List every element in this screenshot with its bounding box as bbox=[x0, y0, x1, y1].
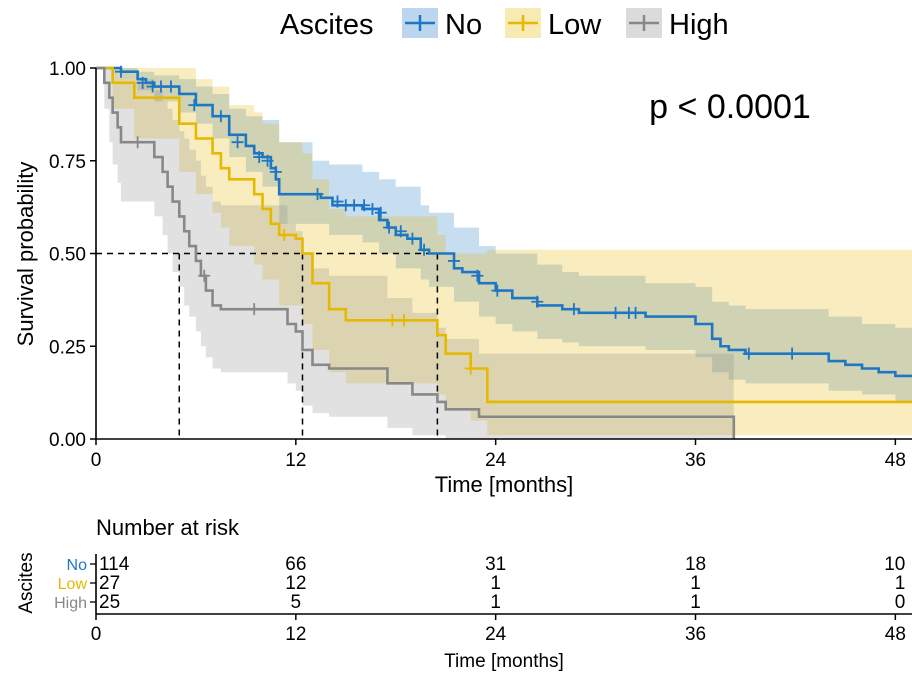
censor-mark-no bbox=[188, 99, 201, 112]
y-tick-label: 0.00 bbox=[49, 430, 86, 451]
risk-cell: 1 bbox=[690, 592, 701, 613]
legend-label: No bbox=[445, 9, 482, 41]
censor-mark-no bbox=[366, 202, 379, 215]
censor-mark-no bbox=[742, 347, 755, 360]
risk-cell: 66 bbox=[285, 554, 306, 575]
survival-curve-low bbox=[96, 66, 912, 404]
risk-row-label-high: High bbox=[54, 595, 87, 612]
x-tick-label: 36 bbox=[685, 450, 706, 471]
confidence-band-high bbox=[96, 68, 734, 439]
censor-mark-no bbox=[629, 306, 642, 319]
censor-mark-low bbox=[278, 228, 291, 241]
legend-item-no: No bbox=[402, 8, 482, 41]
censor-mark-no bbox=[261, 154, 274, 167]
censor-mark-no bbox=[214, 110, 227, 123]
censor-mark-no bbox=[311, 188, 324, 201]
risk-cell: 18 bbox=[685, 554, 706, 575]
y-tick-label: 1.00 bbox=[49, 59, 86, 80]
censor-mark-no bbox=[609, 306, 622, 319]
x-tick-label: 24 bbox=[485, 450, 507, 471]
censor-mark-low bbox=[386, 314, 399, 327]
risk-table-ylabel: Ascites bbox=[16, 552, 37, 613]
risk-x-tick-label: 48 bbox=[885, 624, 906, 645]
confidence-band-no bbox=[96, 68, 912, 402]
censor-mark-no bbox=[418, 243, 431, 256]
risk-cell: 31 bbox=[485, 554, 506, 575]
censor-mark-no bbox=[253, 151, 266, 164]
censor-mark-no bbox=[374, 206, 387, 219]
censor-mark-high bbox=[248, 303, 261, 316]
y-tick-label: 0.25 bbox=[49, 337, 86, 358]
risk-cell: 1 bbox=[895, 573, 906, 594]
risk-x-tick-label: 0 bbox=[91, 624, 102, 645]
x-axis-ticks: 0 12 24 36 48 bbox=[91, 439, 906, 471]
risk-cell: 5 bbox=[291, 592, 302, 613]
risk-cell: 25 bbox=[99, 592, 120, 613]
x-tick-label: 12 bbox=[285, 450, 306, 471]
risk-x-axis-ticks: 0 12 24 36 48 bbox=[91, 614, 906, 645]
risk-cell: 1 bbox=[690, 573, 701, 594]
y-tick-label: 0.50 bbox=[49, 245, 86, 266]
censor-mark-low bbox=[464, 362, 477, 375]
legend-title: Ascites bbox=[280, 9, 373, 41]
risk-cell: 0 bbox=[895, 592, 906, 613]
legend-item-high: High bbox=[626, 8, 729, 41]
legend-label: Low bbox=[548, 9, 602, 41]
censor-mark-no bbox=[331, 195, 344, 208]
x-tick-label: 48 bbox=[885, 450, 906, 471]
confidence-bands bbox=[96, 68, 912, 439]
censor-mark-low bbox=[398, 314, 411, 327]
censor-mark-no bbox=[164, 80, 177, 93]
confidence-band-low bbox=[96, 68, 912, 436]
censor-mark-no bbox=[136, 76, 149, 89]
y-axis-ticks: 0.00 0.25 0.50 0.75 1.00 bbox=[49, 59, 96, 451]
risk-x-tick-label: 24 bbox=[485, 624, 507, 645]
risk-cell: 27 bbox=[99, 573, 120, 594]
risk-cell: 114 bbox=[99, 554, 130, 575]
censor-mark-no bbox=[358, 199, 371, 212]
censor-mark-no bbox=[531, 295, 544, 308]
censor-mark-high bbox=[198, 269, 211, 282]
risk-cell: 12 bbox=[285, 573, 306, 594]
censor-mark-no bbox=[406, 232, 419, 245]
risk-x-tick-label: 12 bbox=[285, 624, 306, 645]
censor-mark-no bbox=[231, 136, 244, 149]
censor-mark-no bbox=[567, 303, 580, 316]
censor-mark-no bbox=[448, 254, 461, 267]
risk-x-tick-label: 36 bbox=[685, 624, 706, 645]
censor-mark-no bbox=[383, 221, 396, 234]
x-axis-label: Time [months] bbox=[435, 472, 574, 497]
censor-marks bbox=[114, 65, 799, 375]
risk-cell: 10 bbox=[884, 554, 905, 575]
risk-x-axis-label: Time [months] bbox=[444, 651, 564, 672]
censor-mark-no bbox=[786, 347, 799, 360]
censor-mark-no bbox=[394, 225, 407, 238]
censor-mark-no bbox=[471, 269, 484, 282]
censor-mark-no bbox=[114, 65, 127, 78]
p-value-annotation: p < 0.0001 bbox=[649, 88, 811, 126]
censor-mark-high bbox=[131, 136, 144, 149]
risk-cell: 1 bbox=[490, 592, 501, 613]
risk-cell: 1 bbox=[490, 573, 501, 594]
legend-item-low: Low bbox=[505, 8, 602, 41]
x-tick-label: 0 bbox=[91, 450, 102, 471]
legend: Ascites No Low High bbox=[280, 8, 729, 41]
y-axis-label: Survival probability bbox=[13, 162, 38, 347]
risk-row-label-low: Low bbox=[58, 576, 88, 593]
risk-table-title: Number at risk bbox=[96, 515, 240, 540]
y-tick-label: 0.75 bbox=[49, 152, 86, 173]
legend-label: High bbox=[669, 9, 729, 41]
censor-mark-no bbox=[269, 165, 282, 178]
censor-mark-no bbox=[491, 284, 504, 297]
risk-row-label-no: No bbox=[67, 557, 88, 574]
